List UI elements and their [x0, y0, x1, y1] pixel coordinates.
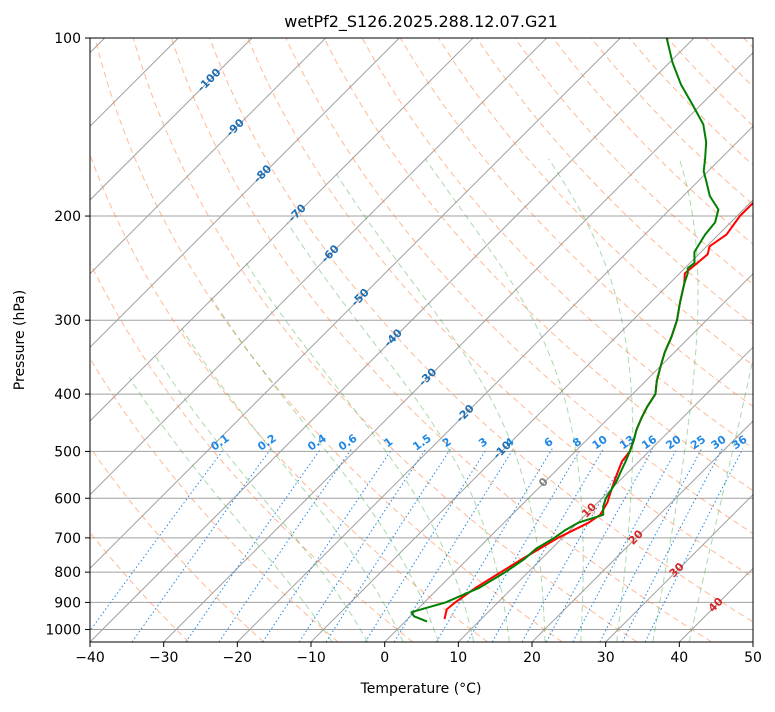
chart-title: wetPf2_S126.2025.288.12.07.G21 — [284, 12, 558, 32]
y-tick-label: 200 — [54, 209, 81, 225]
x-tick-label: 50 — [744, 650, 762, 666]
y-axis-label: Pressure (hPa) — [12, 290, 28, 390]
x-tick-label: 40 — [670, 650, 688, 666]
y-tick-label: 400 — [54, 387, 81, 403]
y-tick-label: 800 — [54, 565, 81, 581]
x-tick-label: −20 — [223, 650, 253, 666]
x-tick-label: 30 — [597, 650, 615, 666]
y-tick-label: 900 — [54, 595, 81, 611]
x-tick-label: 20 — [523, 650, 541, 666]
y-tick-label: 100 — [54, 31, 81, 47]
y-tick-label: 600 — [54, 491, 81, 507]
x-tick-label: 10 — [449, 650, 467, 666]
y-tick-label: 300 — [54, 313, 81, 329]
x-tick-label: −10 — [296, 650, 326, 666]
x-tick-label: −30 — [149, 650, 179, 666]
y-tick-label: 500 — [54, 444, 81, 460]
x-axis-label: Temperature (°C) — [360, 681, 482, 697]
x-tick-label: −40 — [75, 650, 105, 666]
y-tick-label: 1000 — [45, 623, 81, 639]
y-tick-label: 700 — [54, 531, 81, 547]
x-tick-label: 0 — [380, 650, 389, 666]
